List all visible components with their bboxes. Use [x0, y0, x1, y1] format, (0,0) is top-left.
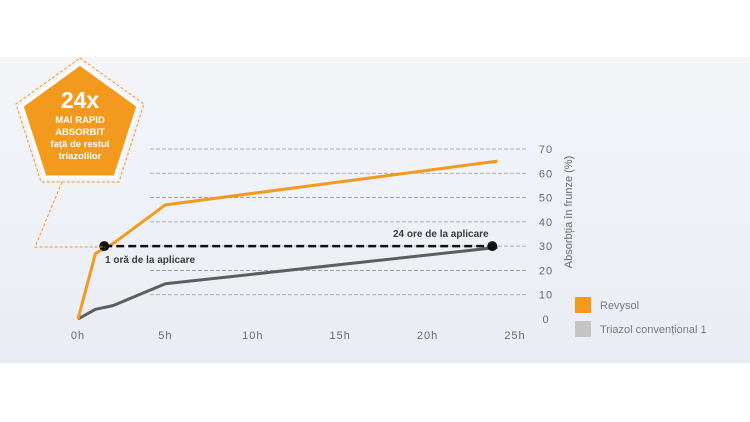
series-line-1 [77, 245, 498, 321]
x-tick-label: 10h [242, 330, 263, 342]
absorption-line-chart: 24x MAI RAPID ABSORBIT față de restul tr… [15, 57, 707, 342]
series-layer [76, 159, 498, 321]
x-tick-label: 20h [417, 330, 438, 342]
chart-panel: 24x MAI RAPID ABSORBIT față de restul tr… [0, 57, 750, 363]
legend-label-revysol: Revysol [600, 300, 639, 312]
badge-line-2: ABSORBIT [55, 127, 105, 138]
annotation-24h: 24 ore de la aplicare [393, 229, 489, 240]
badge-connector [34, 181, 105, 248]
gridlines [150, 148, 528, 296]
annotation-1h: 1 oră de la aplicare [105, 255, 195, 266]
y-tick-label: 70 [539, 144, 553, 156]
y-tick-label: 10 [539, 290, 553, 302]
x-tick-label: 5h [158, 330, 172, 342]
legend-label-conventional: Triazol convențional 1 [600, 324, 707, 336]
y-tick-label: 50 [539, 193, 553, 205]
badge-pentagon [20, 62, 140, 179]
x-axis-ticks: 0h 5h 10h 15h 20h 25h [71, 330, 525, 342]
y-tick-label: 40 [539, 217, 553, 229]
legend-swatch-revysol [575, 297, 591, 313]
y-axis-ticks: 0 10 20 30 40 50 60 70 [539, 144, 553, 326]
badge-24x: 24x MAI RAPID ABSORBIT față de restul tr… [15, 57, 145, 248]
x-tick-label: 25h [504, 330, 525, 342]
y-axis-label: Absorbția în frunze (%) [563, 156, 575, 269]
marker-1h [99, 241, 110, 252]
series-line-0 [76, 159, 498, 320]
x-tick-label: 15h [330, 330, 351, 342]
legend: Revysol Triazol convențional 1 [575, 297, 707, 337]
y-tick-label: 60 [539, 168, 553, 180]
y-tick-label: 20 [539, 265, 553, 277]
badge-line-1: MAI RAPID [55, 115, 105, 126]
badge-line-4: triazolilor [59, 151, 102, 162]
x-tick-label: 0h [71, 330, 85, 342]
reference-layer [99, 241, 498, 252]
y-tick-label: 0 [542, 314, 549, 326]
badge-line-3: față de restul [50, 139, 109, 150]
marker-24h [487, 241, 498, 252]
legend-swatch-conventional [575, 321, 591, 337]
badge-dashed-outline [15, 57, 145, 183]
y-tick-label: 30 [539, 241, 553, 253]
badge-big: 24x [61, 87, 100, 113]
